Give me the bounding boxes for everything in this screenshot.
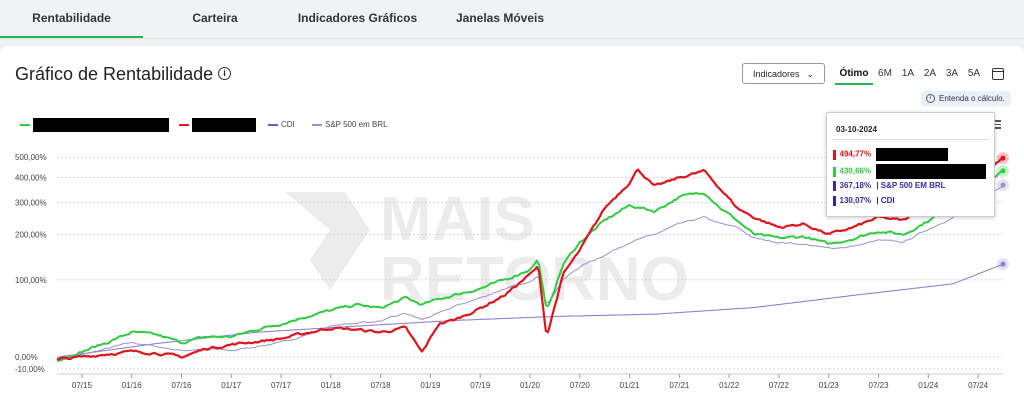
tooltip-divider <box>832 139 989 140</box>
tooltip-row: 494,77% <box>833 148 949 161</box>
chart-tooltip: 03-10-2024 494,77% 430,66% 367,18% | S&P… <box>826 112 995 217</box>
tab-rentabilidade[interactable]: Rentabilidade <box>0 0 143 38</box>
redacted-label <box>33 118 169 132</box>
chart-menu-icon[interactable] <box>993 120 1001 131</box>
x-tick-label: 01/18 <box>321 381 342 390</box>
x-axis: 07/15 01/16 07/16 01/17 07/17 01/18 07/18 01/19… <box>72 374 989 390</box>
tooltip-label: | CDI <box>876 196 895 205</box>
tooltip-date: 03-10-2024 <box>836 125 877 134</box>
legend-item-sp500[interactable]: S&P 500 em BRL <box>312 118 388 132</box>
series-end-marker <box>1000 155 1006 161</box>
legend-label: S&P 500 em BRL <box>325 120 388 129</box>
indicators-dropdown-label: Indicadores <box>753 69 800 79</box>
tab-carteira[interactable]: Carteira <box>192 11 238 25</box>
tooltip-value: 494,77% <box>839 149 872 159</box>
x-tick-label: 07/16 <box>171 381 192 390</box>
series-end-marker <box>1000 182 1006 188</box>
x-tick-label: 07/18 <box>371 381 392 390</box>
period-6m[interactable]: 6M <box>878 68 892 79</box>
x-tick-label: 07/23 <box>869 381 890 390</box>
y-tick-label: 500,00% <box>15 153 47 162</box>
x-tick-label: 01/21 <box>620 381 641 390</box>
x-tick-label: 01/19 <box>420 381 441 390</box>
tooltip-row: 430,66% <box>833 164 987 179</box>
tab-bar: Rentabilidade Carteira Indicadores Gráfi… <box>0 0 1024 39</box>
x-tick-label: 07/19 <box>470 381 491 390</box>
y-tick-label: 100,00% <box>15 276 47 285</box>
tooltip-swatch <box>833 180 836 191</box>
info-icon[interactable]: i <box>218 67 231 80</box>
y-tick-label: 0,00% <box>15 353 38 362</box>
x-tick-label: 07/17 <box>271 381 292 390</box>
x-tick-label: 01/17 <box>221 381 242 390</box>
period-5a[interactable]: 5A <box>967 68 981 79</box>
legend-item-series-2[interactable] <box>179 118 256 132</box>
series-line <box>56 157 1004 361</box>
legend-swatch <box>268 123 278 126</box>
tooltip-value: 430,66% <box>839 166 872 176</box>
series-line <box>56 169 1004 362</box>
series-end-markers <box>997 152 1009 271</box>
period-otimo[interactable]: Ótimo <box>835 63 873 85</box>
tooltip-row: 130,07% | CDI <box>833 195 895 207</box>
tooltip-swatch <box>833 149 836 160</box>
x-tick-label: 01/24 <box>918 381 939 390</box>
chevron-down-icon: ⌄ <box>806 69 814 79</box>
info-icon: i <box>926 94 935 104</box>
tab-indicadores-graficos[interactable]: Indicadores Gráficos <box>297 11 418 25</box>
y-tick-label: 400,00% <box>15 174 47 183</box>
series-lines <box>56 157 1004 362</box>
tooltip-value: 367,18% <box>839 181 872 190</box>
series-line <box>56 184 1004 361</box>
redacted-label <box>192 118 256 132</box>
redacted-label <box>876 148 949 161</box>
indicators-dropdown[interactable]: Indicadores ⌄ <box>742 63 825 84</box>
legend-swatch <box>20 124 30 126</box>
x-tick-label: 07/24 <box>968 381 989 390</box>
watermark-line1: MAIS <box>380 185 535 254</box>
legend-item-cdi[interactable]: CDI <box>268 118 295 132</box>
tooltip-swatch <box>833 166 836 177</box>
y-tick-label: -10,00% <box>15 365 45 374</box>
tooltip-label: | S&P 500 EM BRL <box>876 181 946 190</box>
y-tick-label: 200,00% <box>15 231 47 240</box>
x-tick-label: 01/20 <box>520 381 541 390</box>
x-tick-label: 07/20 <box>570 381 591 390</box>
period-1a[interactable]: 1A <box>901 68 915 79</box>
series-end-marker <box>1000 168 1006 174</box>
y-tick-label: 300,00% <box>15 198 47 207</box>
explain-calculation-link[interactable]: i Entenda o cálculo. <box>921 91 1011 106</box>
calendar-icon[interactable] <box>992 68 1004 80</box>
explain-label: Entenda o cálculo. <box>939 94 1005 103</box>
legend-item-series-1[interactable] <box>20 118 169 132</box>
tab-janelas-moveis[interactable]: Janelas Móveis <box>455 11 545 25</box>
x-tick-label: 01/22 <box>719 381 740 390</box>
x-tick-label: 07/21 <box>669 381 690 390</box>
series-end-marker <box>1000 261 1006 267</box>
watermark-logo <box>285 192 370 290</box>
period-2a[interactable]: 2A <box>923 68 937 79</box>
tooltip-value: 130,07% <box>839 196 872 205</box>
legend-swatch <box>312 123 322 126</box>
legend-swatch <box>179 124 189 126</box>
tooltip-swatch <box>833 195 836 206</box>
x-tick-label: 07/15 <box>72 381 93 390</box>
x-tick-label: 01/16 <box>122 381 143 390</box>
page-title: Gráfico de Rentabilidade <box>15 64 214 84</box>
y-axis: 500,00% 400,00% 300,00% 200,00% 100,00% 0,00%… <box>15 153 47 374</box>
period-3a[interactable]: 3A <box>945 68 959 79</box>
x-tick-label: 01/23 <box>819 381 840 390</box>
tooltip-row: 367,18% | S&P 500 EM BRL <box>833 180 946 192</box>
x-tick-label: 07/22 <box>769 381 790 390</box>
legend-label: CDI <box>281 120 295 129</box>
redacted-label <box>876 164 987 179</box>
